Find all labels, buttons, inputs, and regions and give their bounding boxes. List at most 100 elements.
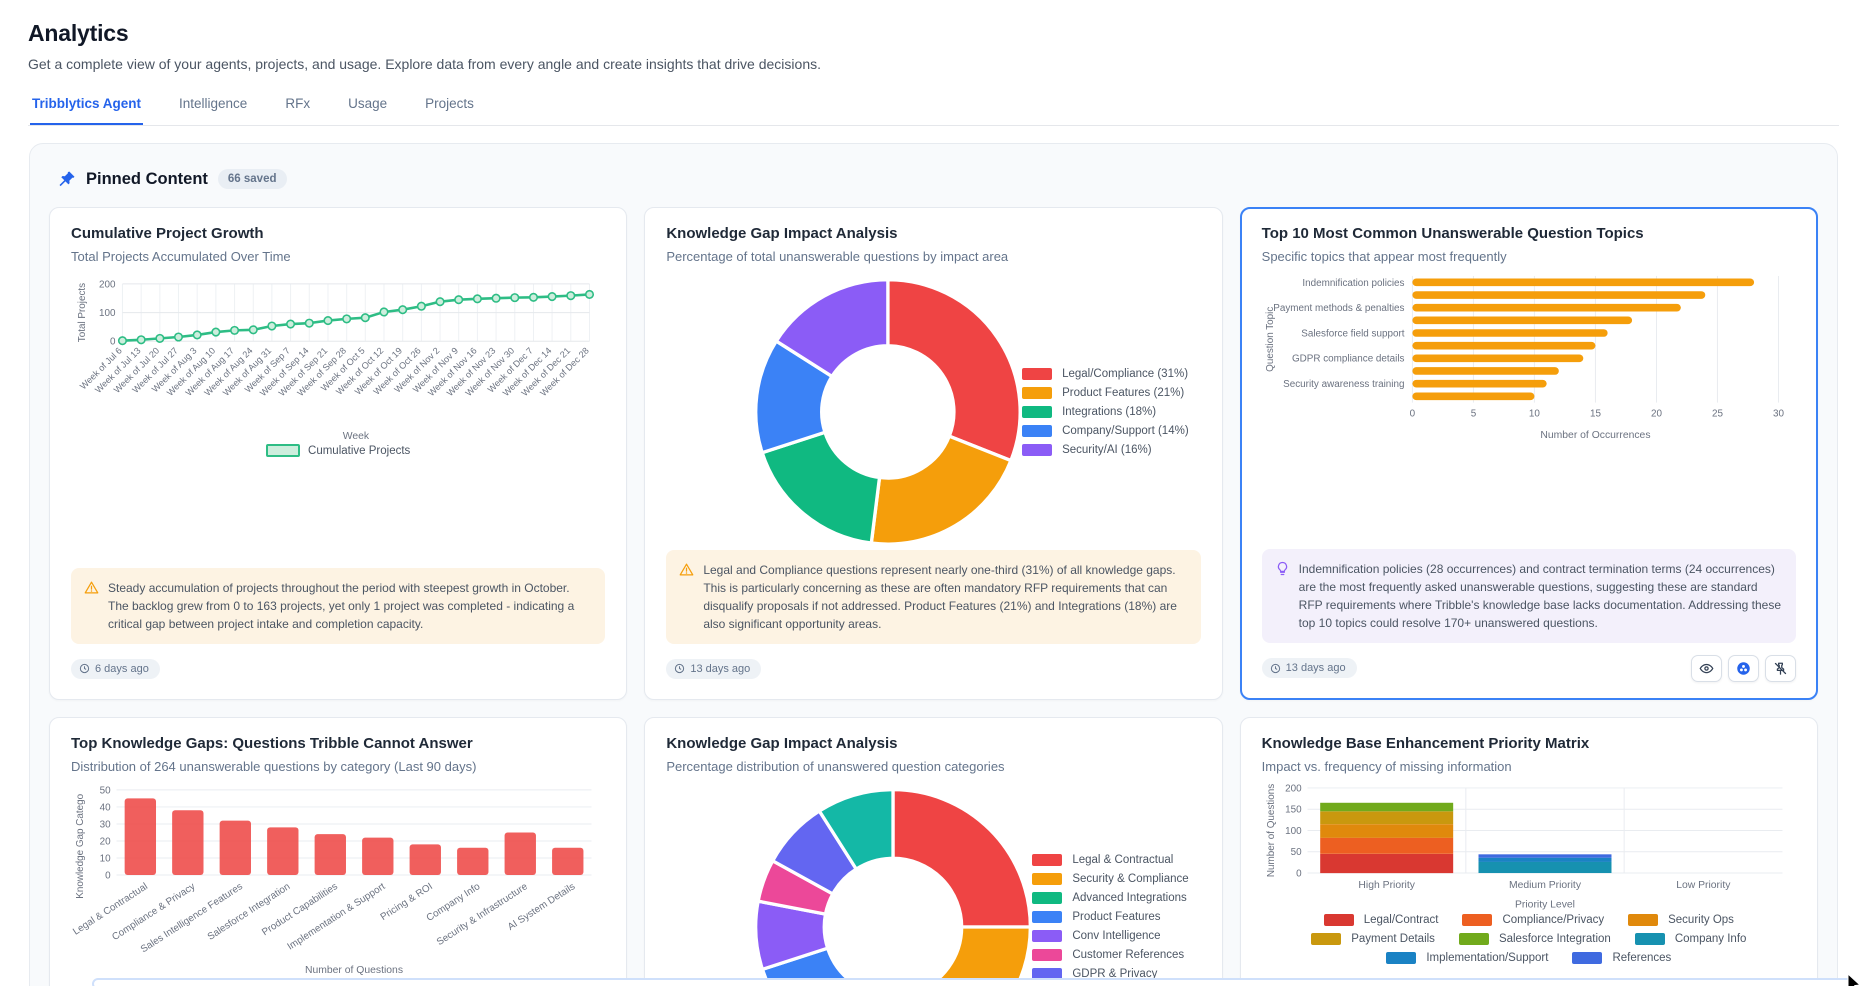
legend-item: Implementation/Support — [1386, 952, 1549, 965]
legend-label: Security Ops — [1668, 914, 1734, 927]
bottom-panel-edge — [92, 978, 1857, 986]
legend-item: Advanced Integrations — [1032, 892, 1188, 905]
insight-box: Indemnification policies (28 occurrences… — [1261, 548, 1796, 643]
svg-text:Low Priority: Low Priority — [1676, 880, 1731, 891]
svg-text:Knowledge Gap Catego: Knowledge Gap Catego — [75, 793, 86, 898]
svg-text:100: 100 — [99, 308, 116, 319]
card-title: Cumulative Project Growth — [71, 225, 264, 242]
svg-text:10: 10 — [100, 853, 111, 864]
svg-text:Security & Infrastructure: Security & Infrastructure — [435, 881, 530, 948]
svg-text:GDPR compliance details: GDPR compliance details — [1292, 354, 1405, 365]
legend-item: Payment Details — [1311, 933, 1435, 946]
card-cumulative-project-growth[interactable]: Cumulative Project Growth Total Projects… — [49, 207, 628, 700]
legend-label: Advanced Integrations — [1072, 892, 1187, 905]
insight-text: Steady accumulation of projects througho… — [108, 580, 575, 631]
legend-label: Company Info — [1674, 933, 1747, 946]
legend-item: References — [1572, 952, 1671, 965]
svg-text:Total Projects: Total Projects — [77, 283, 88, 342]
legend-item: Company Info — [1634, 933, 1747, 946]
legend-item: Salesforce Integration — [1458, 933, 1611, 946]
pinned-content-header: Pinned Content 66 saved — [49, 159, 1818, 207]
legend-label: Legal & Contractual — [1072, 854, 1174, 867]
legend-label: Implementation/Support — [1426, 952, 1549, 965]
legend-swatch — [1572, 952, 1603, 965]
topics-horizontal-bar-chart: 0 5 10 15 20 25 30 Indemnification policies Paym… — [1262, 272, 1796, 442]
legend-item: Product Features (21%) — [1022, 386, 1189, 399]
donut-chart-legend: Legal/Compliance (31%) Product Features (… — [1022, 367, 1189, 456]
svg-text:0: 0 — [110, 337, 116, 348]
knowledge-gaps-bar-chart: 0 10 20 30 40 50 Legal & Contractual Compliance… — [71, 782, 605, 978]
donut-chart-legend: Legal & Contractual Security & Compliance… — [1032, 854, 1189, 986]
card-title: Knowledge Base Enhancement Priority Matr… — [1261, 734, 1590, 752]
eye-icon — [1699, 663, 1714, 673]
card-footer: 13 days ago — [666, 656, 1200, 682]
card-footer: 6 days ago — [71, 656, 605, 682]
page-title: Analytics — [28, 20, 129, 46]
lightbulb-icon — [1275, 561, 1290, 576]
donut-chart-area: Legal & Contractual Security & Compliance… — [666, 782, 1200, 986]
legend-swatch — [266, 444, 301, 458]
timestamp-badge: 6 days ago — [71, 658, 160, 679]
card-footer: 13 days ago — [1261, 654, 1796, 682]
impact-donut-chart — [754, 278, 1023, 546]
legend-label: GDPR & Privacy — [1072, 968, 1158, 981]
timestamp-text: 13 days ago — [1285, 662, 1346, 675]
legend-swatch — [1323, 914, 1354, 927]
card-subtitle: Percentage of total unanswerable questio… — [666, 249, 1009, 264]
legend-swatch — [1032, 892, 1063, 905]
svg-text:Question Topic: Question Topic — [1265, 307, 1276, 372]
legend-label: Security/AI (16%) — [1062, 443, 1152, 456]
legend-swatch — [1462, 914, 1493, 927]
card-knowledge-gap-impact-analysis[interactable]: Knowledge Gap Impact Analysis Percentage… — [644, 207, 1223, 700]
svg-text:5: 5 — [1470, 408, 1476, 419]
card-top-knowledge-gaps[interactable]: Top Knowledge Gaps: Questions Tribble Ca… — [49, 716, 628, 986]
legend-label: Security & Compliance — [1072, 873, 1189, 886]
legend-item: Company/Support (14%) — [1022, 424, 1189, 437]
svg-text:15: 15 — [1590, 408, 1601, 419]
tab-projects[interactable]: Projects — [425, 96, 474, 111]
legend-item: Integrations (18%) — [1022, 405, 1189, 418]
svg-text:10: 10 — [1529, 408, 1540, 419]
view-button[interactable] — [1690, 654, 1722, 682]
card-subtitle: Impact vs. frequency of missing informat… — [1261, 758, 1512, 774]
svg-text:Number of Occurrences: Number of Occurrences — [1540, 430, 1650, 441]
svg-text:Number of Questions: Number of Questions — [1266, 784, 1277, 877]
legend-swatch — [1634, 933, 1665, 946]
tribble-logo-icon — [1737, 662, 1750, 675]
svg-text:50: 50 — [100, 785, 111, 796]
tribble-agent-button[interactable] — [1727, 654, 1759, 682]
analytics-tabbar: Tribblytics Agent Intelligence RFx Usage… — [28, 94, 1839, 126]
svg-text:100: 100 — [1285, 826, 1302, 837]
card-knowledge-gap-impact-analysis-2[interactable]: Knowledge Gap Impact Analysis Percentage… — [644, 716, 1223, 986]
legend-item: Product Features — [1032, 911, 1188, 924]
svg-text:25: 25 — [1712, 408, 1723, 419]
tab-intelligence[interactable]: Intelligence — [179, 96, 248, 111]
timestamp-text: 13 days ago — [690, 662, 751, 675]
svg-text:150: 150 — [1285, 804, 1302, 815]
card-subtitle: Distribution of 264 unanswerable questio… — [71, 758, 477, 774]
card-title: Knowledge Gap Impact Analysis — [666, 734, 898, 752]
card-priority-matrix[interactable]: Knowledge Base Enhancement Priority Matr… — [1239, 716, 1818, 986]
legend-swatch — [1311, 933, 1342, 946]
tab-rfx[interactable]: RFx — [285, 96, 311, 111]
tab-tribblytics-agent[interactable]: Tribblytics Agent — [30, 94, 144, 125]
legend-label: Customer References — [1072, 949, 1185, 962]
legend-item: Security & Compliance — [1032, 873, 1189, 886]
insight-box: Steady accumulation of projects througho… — [71, 567, 606, 644]
tab-usage[interactable]: Usage — [348, 96, 388, 111]
unpin-button[interactable] — [1764, 654, 1796, 682]
card-subtitle: Percentage distribution of unanswered qu… — [666, 758, 1005, 774]
card-title: Top 10 Most Common Unanswerable Question… — [1261, 225, 1644, 242]
legend-label: Payment Details — [1351, 933, 1435, 946]
legend-swatch — [1022, 405, 1053, 418]
legend-label: Integrations (18%) — [1062, 405, 1157, 418]
legend-swatch — [1628, 914, 1659, 927]
svg-text:0: 0 — [1409, 408, 1415, 419]
cumulative-project-growth-line-chart: 0 100 200 Week of Jul 6 Week of Jul 13 Week o… — [71, 272, 605, 442]
legend-item: GDPR & Privacy — [1032, 968, 1188, 981]
svg-text:20: 20 — [100, 836, 111, 847]
card-top-10-unanswerable-topics[interactable]: Top 10 Most Common Unanswerable Question… — [1239, 207, 1818, 700]
legend-label: Product Features — [1072, 911, 1161, 924]
svg-text:0: 0 — [1296, 868, 1302, 879]
